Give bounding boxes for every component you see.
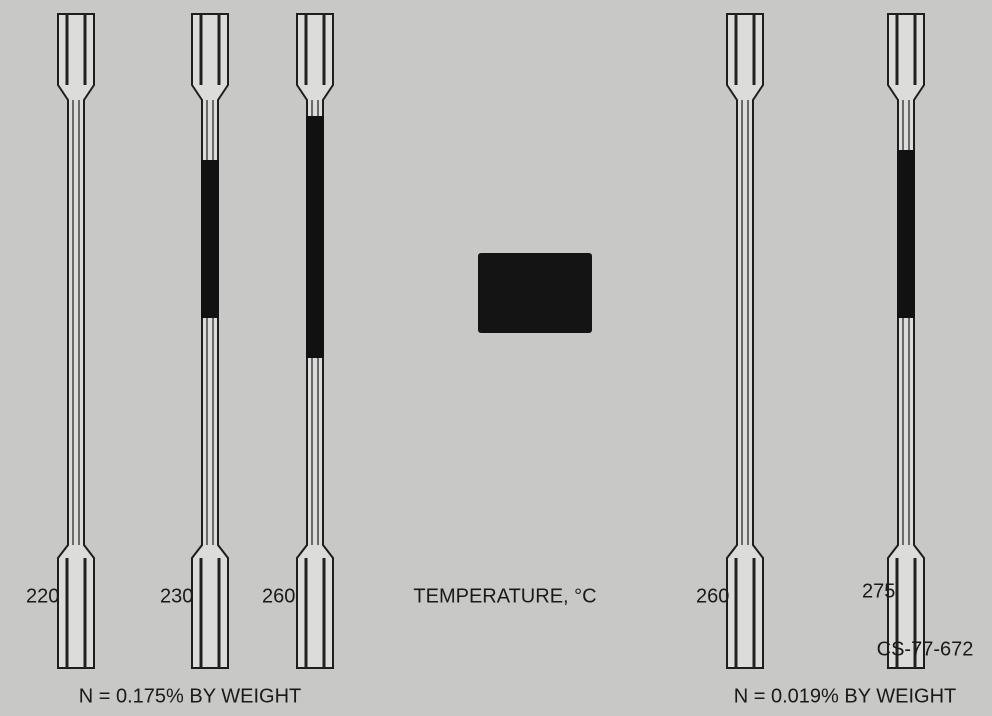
group-caption: N = 0.175% BY WEIGHT bbox=[79, 685, 302, 707]
rod bbox=[887, 13, 925, 669]
black-sample bbox=[478, 253, 592, 333]
specimens bbox=[57, 13, 925, 669]
dark-band bbox=[201, 160, 219, 318]
dark-band bbox=[306, 116, 324, 358]
specimen-label: 230 bbox=[160, 585, 193, 607]
specimen-label: 275 bbox=[862, 580, 895, 602]
specimen-label: 260 bbox=[696, 585, 729, 607]
group-caption: N = 0.019% BY WEIGHT bbox=[734, 685, 957, 707]
figure-code: CS-77-672 bbox=[877, 638, 974, 660]
rod bbox=[57, 13, 95, 669]
rod bbox=[726, 13, 764, 669]
axis-label: TEMPERATURE, °C bbox=[413, 585, 596, 607]
dark-band bbox=[897, 150, 915, 318]
rod bbox=[191, 13, 229, 669]
specimen-label: 260 bbox=[262, 585, 295, 607]
specimen-label: 220 bbox=[26, 585, 59, 607]
